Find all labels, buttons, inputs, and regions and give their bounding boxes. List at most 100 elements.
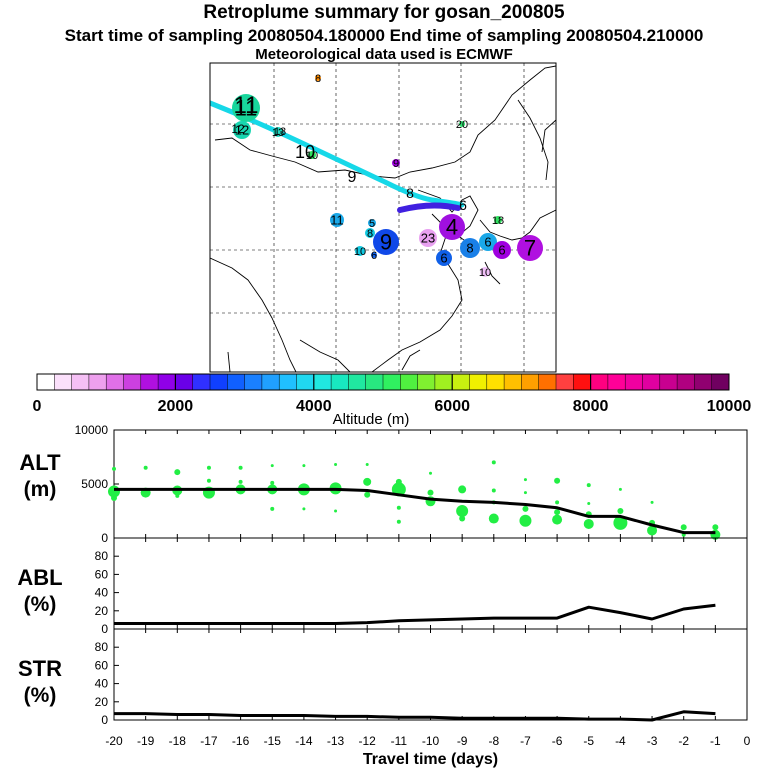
x-tick-label: -2 — [678, 734, 689, 748]
colorbar-title: Altitude (m) — [333, 411, 410, 428]
map-marker — [479, 233, 497, 251]
coastline — [214, 65, 556, 179]
y-tick-label: 40 — [95, 677, 109, 691]
map-marker-label: 8 — [367, 228, 373, 240]
scatter-point — [491, 488, 496, 493]
map-marker — [373, 229, 399, 255]
panel-label: ALT — [19, 450, 61, 475]
scatter-point — [456, 505, 469, 517]
colorbar-swatch — [365, 374, 384, 390]
panel-abl — [113, 537, 748, 630]
scatter-point — [396, 505, 401, 510]
scatter-point — [554, 477, 561, 484]
x-tick-label: -10 — [422, 734, 440, 748]
x-tick-label: -20 — [105, 734, 123, 748]
scatter-point — [270, 480, 275, 485]
scatter-point — [647, 525, 658, 536]
panel-label: STR — [18, 656, 62, 681]
colorbar-swatch — [54, 374, 72, 390]
x-tick-label: -4 — [615, 734, 626, 748]
scatter-point — [618, 487, 622, 491]
colorbar-swatch — [556, 374, 574, 390]
scatter-point — [587, 501, 591, 505]
colorbar-swatch — [573, 374, 591, 390]
x-tick-label: -19 — [137, 734, 155, 748]
map-marker — [439, 214, 465, 240]
y-tick-label: 20 — [95, 604, 109, 618]
scatter-point — [617, 508, 624, 514]
colorbar-tick-label: 8000 — [573, 398, 609, 415]
x-tick-label: -14 — [295, 734, 313, 748]
map-marker-label: 5 — [369, 218, 375, 230]
colorbar-swatch — [210, 374, 228, 390]
map-marker — [355, 246, 365, 256]
coastline — [541, 119, 556, 153]
map-marker — [480, 267, 490, 277]
scatter-point — [206, 465, 211, 470]
map-track-label: 10 — [295, 142, 315, 162]
x-tick-label: -13 — [327, 734, 345, 748]
map-marker-label: 8 — [466, 241, 473, 256]
colorbar-swatch — [261, 374, 280, 390]
map-marker — [460, 238, 480, 258]
map-marker — [459, 121, 465, 127]
scatter-point — [364, 491, 371, 498]
map-marker-label: 11 — [235, 96, 258, 121]
scatter-point — [459, 515, 466, 522]
map-track-label: 6 — [459, 197, 467, 213]
map-marker — [493, 241, 511, 259]
map-marker-label: 6 — [484, 235, 491, 250]
map-marker — [371, 252, 377, 258]
scatter-point — [554, 509, 561, 516]
scatter-point — [238, 465, 243, 470]
map-track-label: 13 — [274, 126, 286, 138]
map-marker-label: 10 — [479, 267, 491, 279]
colorbar-swatch — [590, 374, 609, 390]
colorbar-swatch — [434, 374, 453, 390]
map-marker — [330, 213, 344, 227]
colorbar-swatch — [607, 374, 626, 390]
map-marker-label: 9 — [393, 158, 399, 170]
y-tick-label: 60 — [95, 567, 109, 581]
scatter-point — [586, 483, 591, 488]
series-line — [114, 710, 716, 722]
colorbar-swatch — [625, 374, 643, 390]
y-tick-label: 0 — [101, 713, 108, 727]
x-tick-label: -16 — [232, 734, 250, 748]
scatter-point — [334, 509, 338, 513]
x-tick-label: -3 — [647, 734, 658, 748]
colorbar-swatch — [452, 374, 470, 390]
scatter-point — [458, 485, 467, 494]
panel-unit: (m) — [24, 478, 57, 501]
map-marker-label: 6 — [440, 251, 447, 266]
panel-label: ABL — [17, 565, 62, 590]
coastline — [210, 257, 297, 372]
scatter-point — [111, 495, 117, 502]
map-marker-label: 6 — [498, 243, 505, 258]
colorbar-swatch — [279, 374, 297, 390]
scatter-point — [112, 466, 116, 471]
colorbar-swatch — [642, 374, 661, 390]
colorbar-swatch — [538, 374, 557, 390]
map-marker — [419, 229, 437, 247]
colorbar-swatch — [158, 374, 176, 390]
y-tick-label: 5000 — [81, 477, 108, 491]
colorbar-frame — [36, 373, 730, 391]
colorbar-tick-label: 2000 — [158, 398, 194, 415]
scatter-point — [365, 463, 369, 467]
map-marker — [368, 219, 376, 227]
scatter-point — [174, 469, 181, 476]
colorbar-swatch — [192, 374, 211, 390]
map-marker-label: 8 — [315, 73, 321, 85]
panel-unit: (%) — [24, 593, 57, 616]
y-tick-label: 10000 — [75, 423, 109, 437]
scatter-point — [680, 524, 687, 531]
map-marker-label: 6 — [371, 250, 377, 262]
y-tick-label: 40 — [95, 586, 109, 600]
scatter-point — [523, 491, 527, 495]
colorbar-swatch — [486, 374, 505, 390]
colorbar-swatch — [227, 374, 245, 390]
colorbar-tick-label: 4000 — [296, 398, 332, 415]
scatter-point — [555, 500, 560, 505]
